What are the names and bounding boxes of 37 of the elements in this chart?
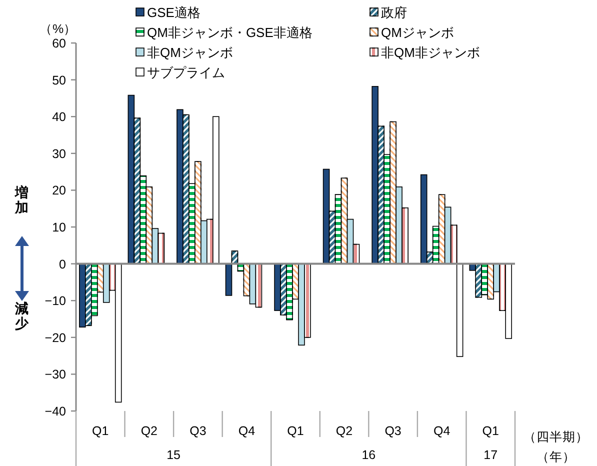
y-tick-label: −20 bbox=[44, 330, 66, 345]
x-tick-label: Q3 bbox=[190, 424, 206, 438]
y-tick-label: 40 bbox=[52, 110, 66, 124]
text: 15 bbox=[166, 448, 181, 462]
text: 減少 bbox=[14, 301, 30, 331]
text: 17 bbox=[484, 448, 498, 462]
legend-label: 非QMジャンボ bbox=[147, 45, 233, 60]
x-tick-label: Q1 bbox=[287, 424, 304, 438]
text: 増加 bbox=[14, 184, 29, 215]
y-tick-label: 50 bbox=[52, 73, 66, 88]
y-tick-label: 30 bbox=[52, 146, 66, 161]
y-tick-label: 60 bbox=[52, 36, 66, 50]
x-tick-label: Q4 bbox=[433, 424, 450, 438]
x-tick-label: Q1 bbox=[92, 424, 109, 438]
y-tick-label: 0 bbox=[59, 257, 66, 272]
legend-label: QM非ジャンボ・GSE非適格 bbox=[147, 25, 312, 40]
y-tick-label: 20 bbox=[52, 184, 66, 198]
legend-label: 非QM非ジャンボ bbox=[381, 45, 480, 60]
x-tick-label: Q3 bbox=[384, 424, 402, 438]
y-tick-label: 10 bbox=[52, 220, 66, 234]
bar bbox=[225, 263, 232, 296]
y-tick-label: −10 bbox=[44, 294, 66, 308]
x-tick-label: Q2 bbox=[140, 424, 158, 438]
x-tick-label: Q1 bbox=[482, 424, 499, 438]
legend-label: QMジャンボ bbox=[381, 25, 454, 40]
y-tick-label: −30 bbox=[44, 368, 66, 382]
text: 16 bbox=[362, 448, 376, 462]
legend-label: GSE適格 bbox=[147, 5, 200, 20]
x-tick-label: Q4 bbox=[238, 424, 256, 438]
y-tick-label: −40 bbox=[44, 404, 66, 418]
x-axis-title: （四半期） bbox=[524, 430, 588, 444]
y-axis-title: （%） bbox=[39, 22, 77, 36]
legend-label: 政府 bbox=[381, 5, 407, 20]
legend-label: サブプライム bbox=[147, 65, 225, 80]
text: （年） bbox=[536, 450, 576, 464]
x-tick-label: Q2 bbox=[336, 424, 353, 438]
bar bbox=[456, 263, 464, 357]
